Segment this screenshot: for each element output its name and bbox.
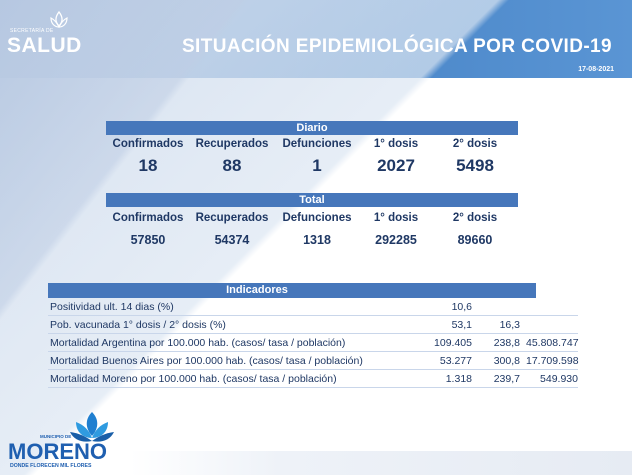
- indicator-value-3: 549.930: [540, 373, 578, 385]
- indicator-value-1: 109.405: [434, 337, 472, 349]
- logo-municipio: MUNICIPIO DE: [40, 434, 72, 439]
- total-1-dosis: 292285: [375, 233, 417, 247]
- col-2-dosis: 2° dosis: [452, 212, 498, 224]
- indicator-value-3: 17.709.598: [526, 355, 579, 367]
- indicadores-header: Indicadores: [48, 283, 466, 298]
- col-defunciones: Defunciones: [282, 212, 352, 224]
- indicator-label: Mortalidad Moreno por 100.000 hab. (caso…: [50, 373, 337, 385]
- col-recuperados: Recuperados: [195, 138, 269, 150]
- indicator-row: Mortalidad Buenos Aires por 100.000 hab.…: [48, 352, 579, 370]
- indicator-value-3: 45.808.747: [526, 337, 579, 349]
- diario-confirmados: 18: [138, 156, 158, 175]
- indicator-value-2: 239,7: [493, 373, 520, 385]
- col-2-dosis: 2° dosis: [452, 138, 498, 150]
- logo-wordmark-moreno: MORENO: [8, 439, 107, 464]
- indicator-label: Positividad ult. 14 dias (%): [50, 301, 174, 313]
- indicator-row: Mortalidad Moreno por 100.000 hab. (caso…: [48, 370, 578, 388]
- indicator-label: Mortalidad Argentina por 100.000 hab. (c…: [50, 337, 346, 349]
- total-header: Total: [106, 193, 518, 207]
- salud-logo: SECRETARÍA DE SALUD: [4, 10, 81, 60]
- col-1-dosis: 1° dosis: [373, 138, 419, 150]
- total-defunciones: 1318: [303, 233, 331, 247]
- col-confirmados: Confirmados: [112, 212, 184, 224]
- logo-wordmark: SALUD: [7, 34, 82, 57]
- logo-tagline: DONDE FLORECEN MIL FLORES: [10, 463, 92, 469]
- lotus-icon: [50, 10, 68, 28]
- indicator-value-1: 10,6: [451, 301, 472, 313]
- indicator-value-1: 53,1: [451, 319, 472, 331]
- diario-recuperados: 88: [222, 156, 242, 175]
- logo-subtitle: SECRETARÍA DE: [10, 28, 54, 34]
- col-defunciones: Defunciones: [282, 138, 352, 150]
- indicator-value-1: 53.277: [439, 355, 472, 367]
- indicator-row: Mortalidad Argentina por 100.000 hab. (c…: [48, 334, 579, 352]
- indicator-value-2: 300,8: [493, 355, 520, 367]
- diario-1-dosis: 2027: [377, 156, 415, 175]
- report-date: 17-08-2021: [578, 66, 614, 73]
- footer-strip: [130, 451, 632, 475]
- page-title: SITUACIÓN EPIDEMIOLÓGICA POR COVID-19: [181, 36, 612, 57]
- total-recuperados: 54374: [214, 233, 250, 247]
- indicadores-header-ext: [466, 283, 536, 298]
- indicator-label: Mortalidad Buenos Aires por 100.000 hab.…: [50, 355, 363, 367]
- diario-2-dosis: 5498: [456, 156, 494, 175]
- moreno-logo: MUNICIPIO DE MORENO DONDE FLORECEN MIL F…: [4, 410, 134, 474]
- diario-defunciones: 1: [312, 156, 322, 175]
- indicator-value-2: 238,8: [493, 337, 520, 349]
- indicator-row: Pob. vacunada 1° dosis / 2° dosis (%) 53…: [48, 316, 578, 334]
- col-1-dosis: 1° dosis: [373, 212, 419, 224]
- total-2-dosis: 89660: [457, 233, 493, 247]
- indicator-value-1: 1.318: [445, 373, 472, 385]
- indicator-row: Positividad ult. 14 dias (%) 10,6: [48, 298, 578, 316]
- indicator-value-2: 16,3: [499, 319, 520, 331]
- flower-icon: [70, 412, 114, 442]
- indicator-label: Pob. vacunada 1° dosis / 2° dosis (%): [50, 319, 226, 331]
- total-confirmados: 57850: [130, 233, 166, 247]
- col-recuperados: Recuperados: [195, 212, 269, 224]
- col-confirmados: Confirmados: [112, 138, 184, 150]
- diario-header: Diario: [106, 121, 518, 135]
